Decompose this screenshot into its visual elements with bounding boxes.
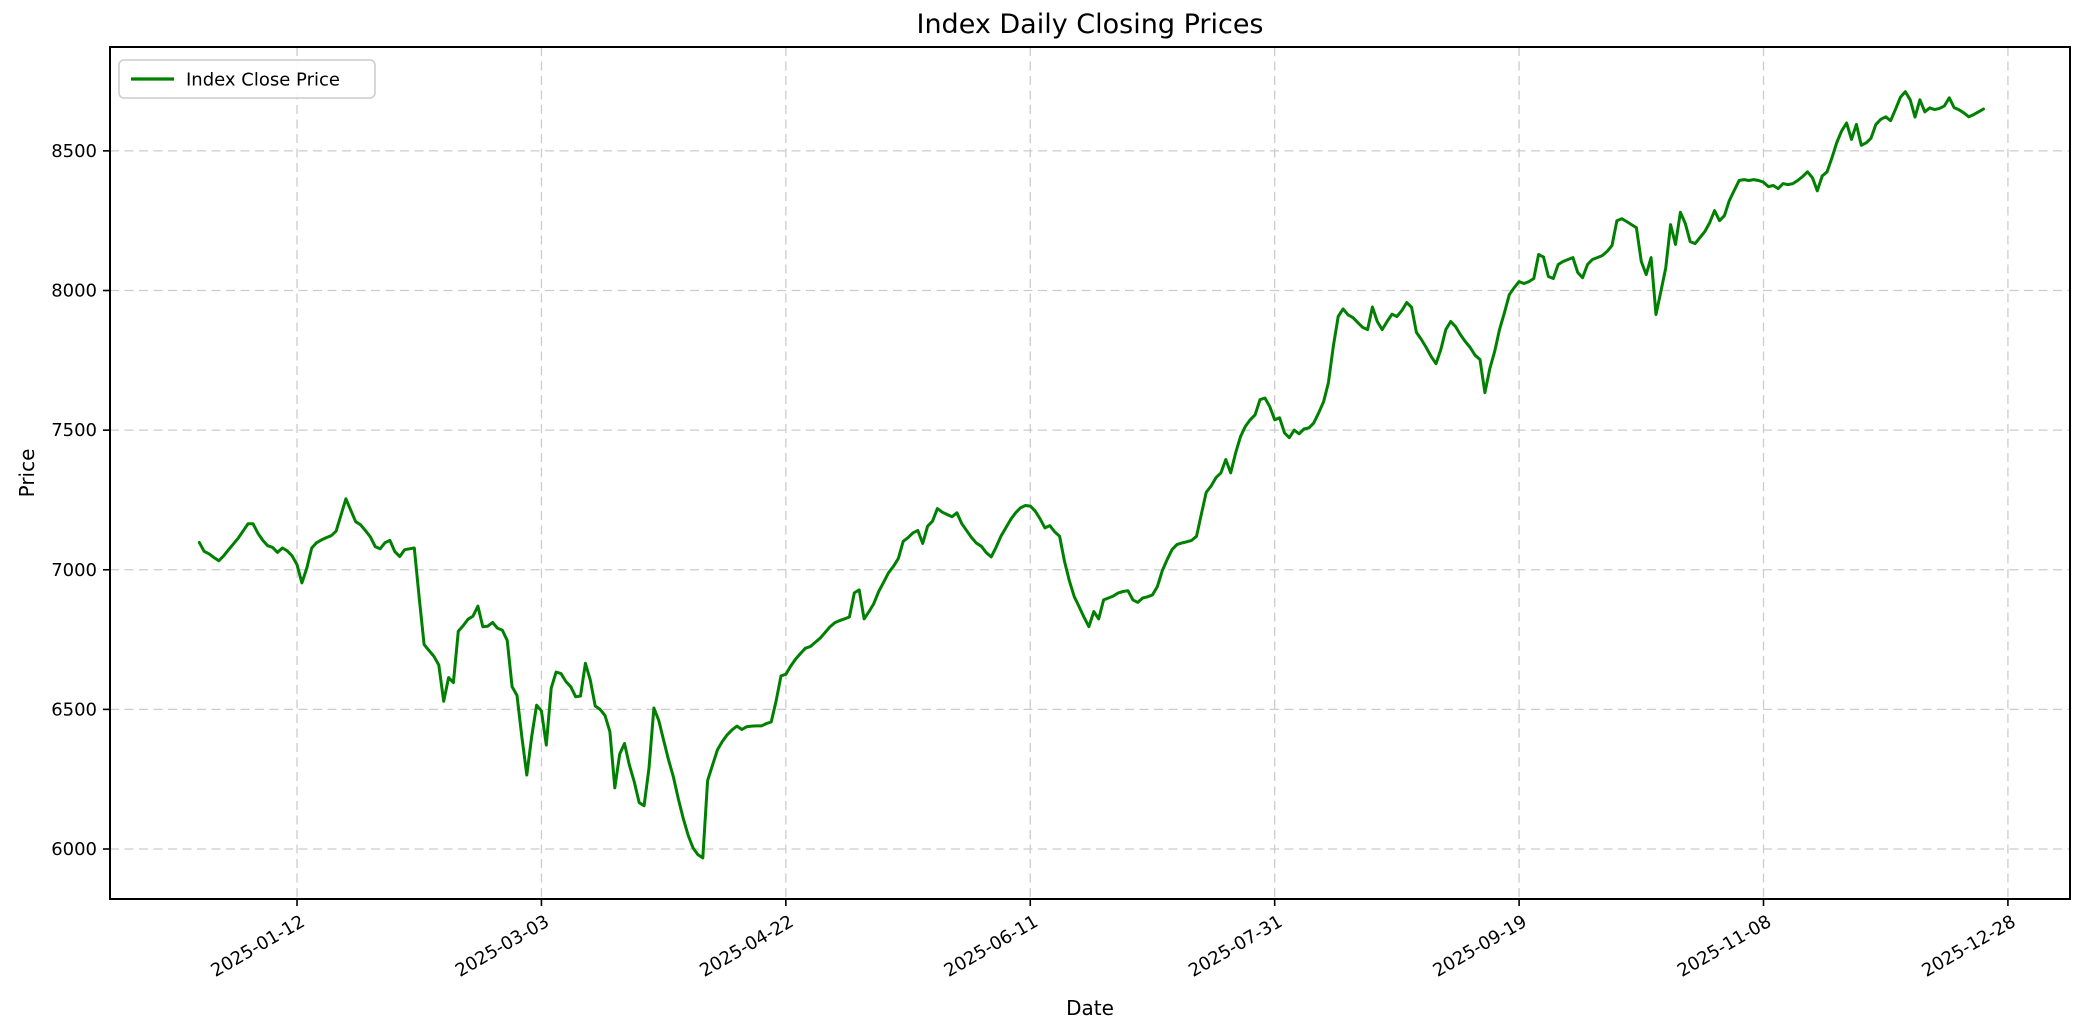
y-tick-label: 6000 <box>51 839 97 860</box>
plot-area-spines <box>109 46 2071 900</box>
y-tick-label: 8000 <box>51 281 97 302</box>
legend-label: Index Close Price <box>186 70 340 91</box>
legend-frame <box>118 59 376 99</box>
y-axis-ticks: 6000 6500 7000 7500 8000 8500 <box>51 141 110 860</box>
y-axis-label: Price <box>15 449 39 498</box>
legend: Index Close Price <box>118 59 376 99</box>
y-tick-label: 7500 <box>51 420 97 441</box>
y-tick-label: 8500 <box>51 141 97 162</box>
y-tick-label: 6500 <box>51 699 97 720</box>
price-line-series <box>197 90 1985 860</box>
y-tick-label: 7000 <box>51 560 97 581</box>
x-axis-label: Date <box>1066 996 1114 1020</box>
grid <box>110 47 2070 899</box>
chart-title: Index Daily Closing Prices <box>916 9 1263 40</box>
